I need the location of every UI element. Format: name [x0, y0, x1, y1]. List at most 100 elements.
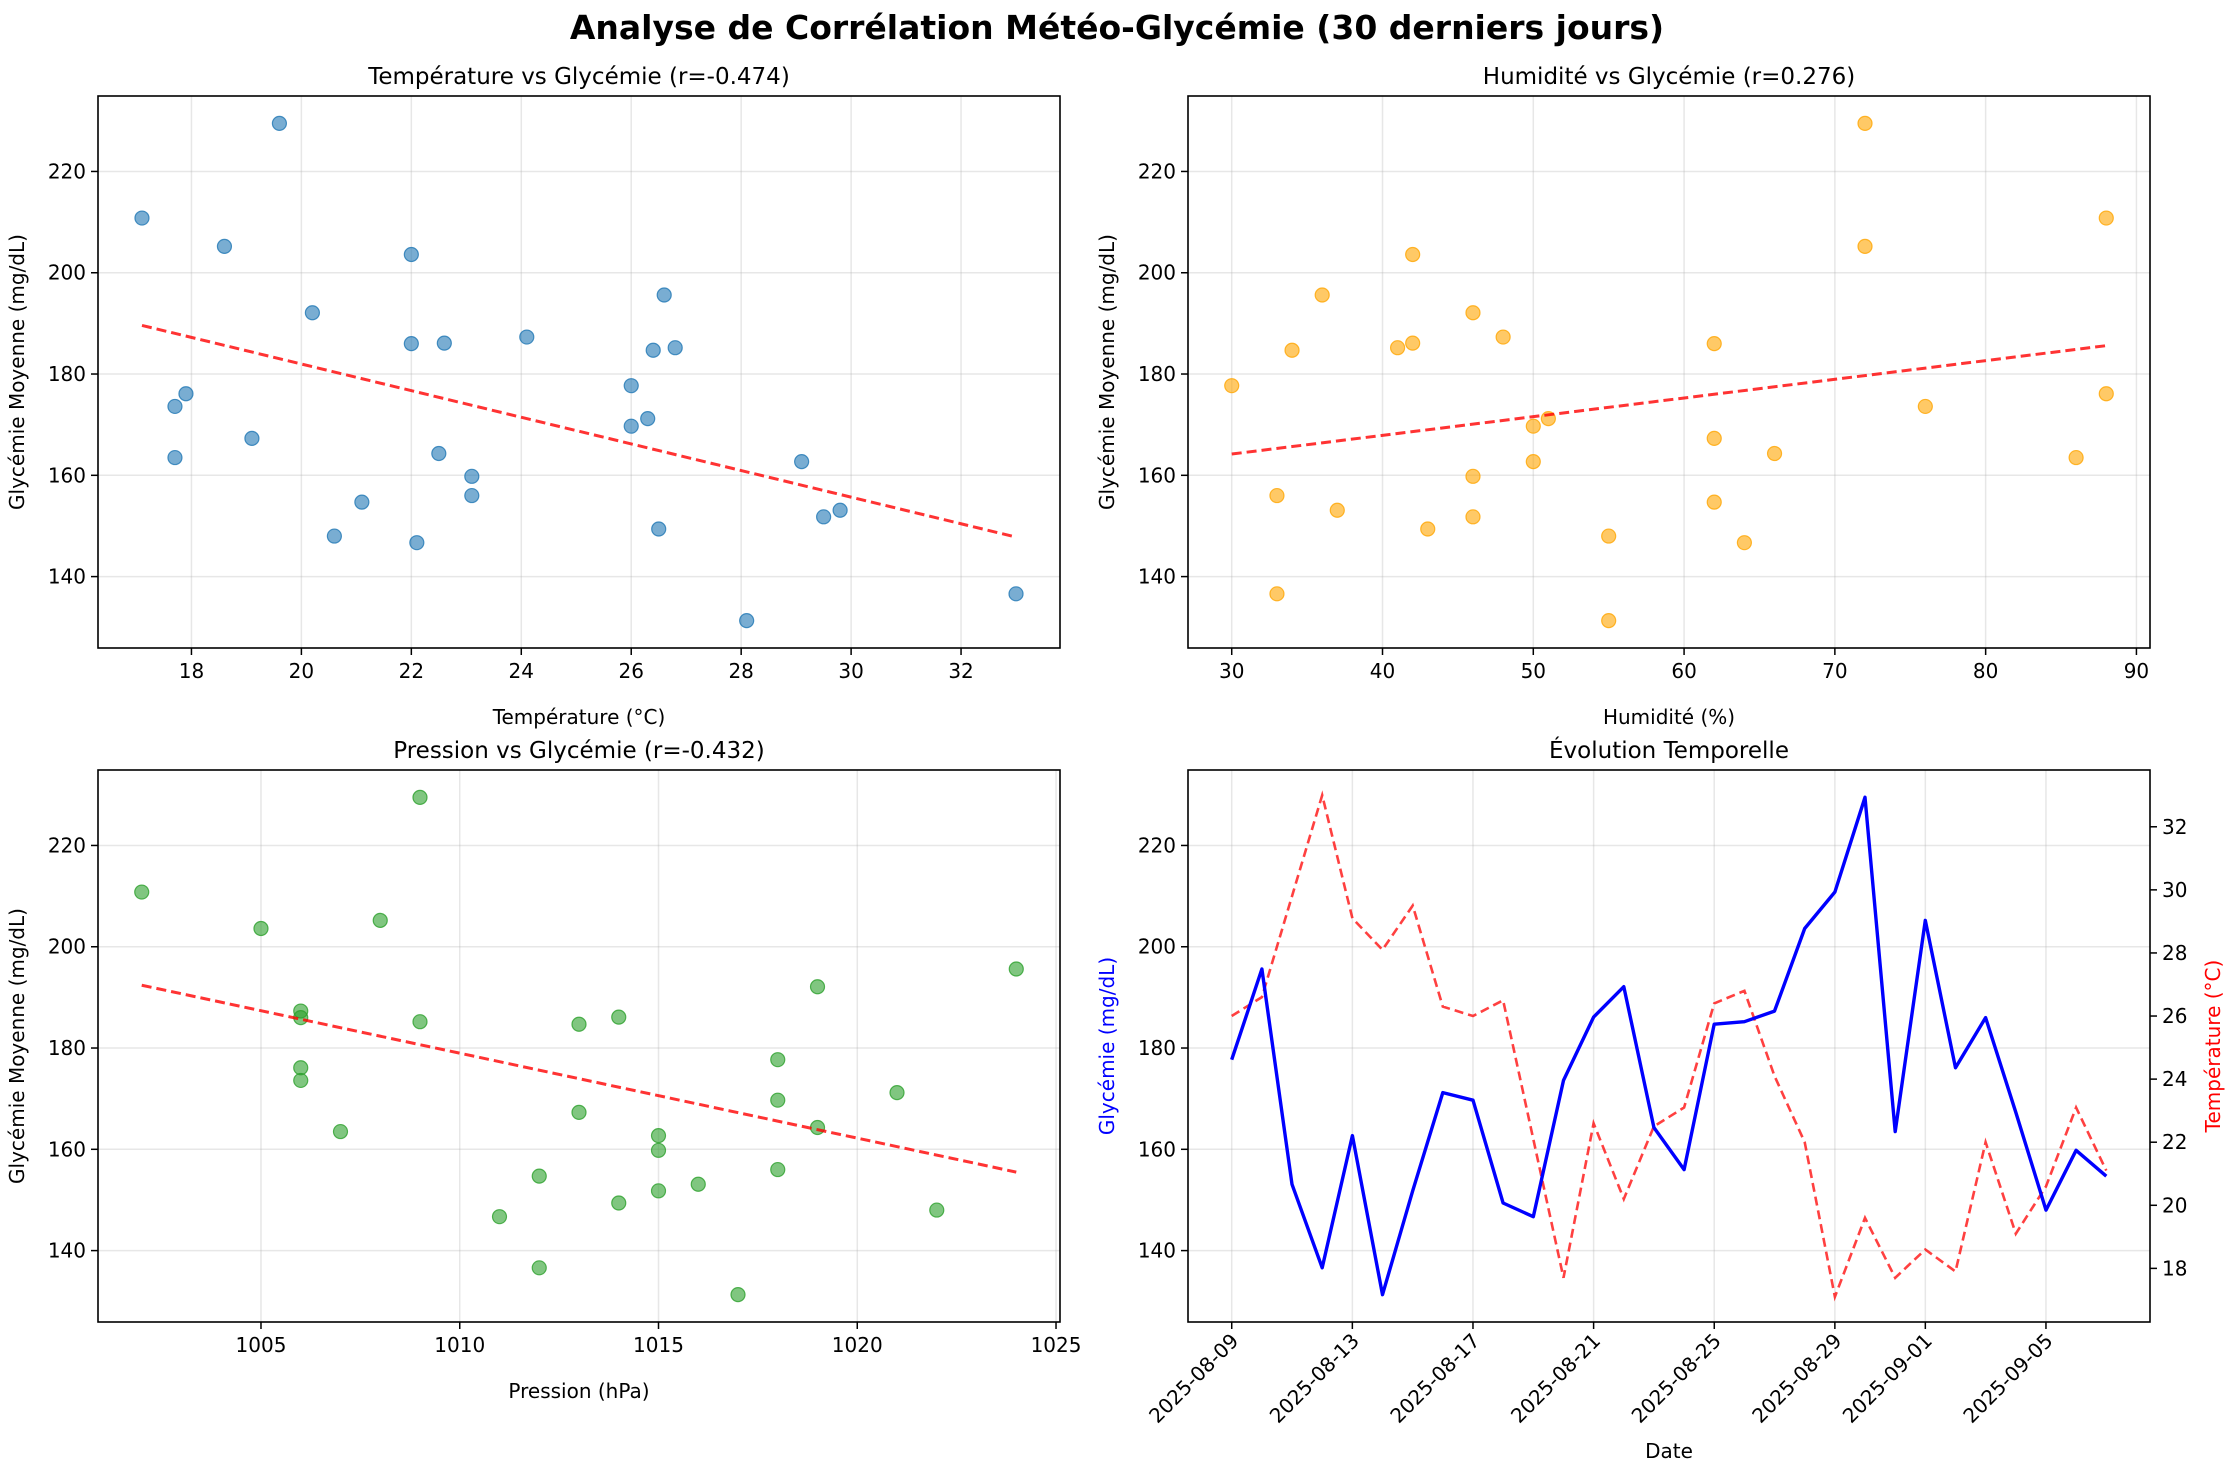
hum-data-point	[1525, 454, 1541, 470]
hum-data-point	[1405, 246, 1421, 263]
temp-data-point	[519, 329, 535, 345]
temp-axes-frame	[97, 95, 1061, 649]
pres-ytick-label: 180	[48, 1036, 86, 1060]
temp-data-point	[464, 487, 480, 504]
timeseries-ytick-left-label: 160	[1138, 1137, 1176, 1161]
timeseries-ytick-left-label: 180	[1138, 1036, 1176, 1060]
hum-title: Humidité vs Glycémie (r=0.276)	[1483, 64, 1855, 90]
timeseries-ytick-left-label: 200	[1138, 935, 1176, 959]
temp-data-point	[623, 418, 639, 434]
pres-data-point	[491, 1209, 508, 1225]
timeseries-xtick-label: 2025-08-13	[1265, 1329, 1364, 1428]
temp-data-point	[244, 430, 260, 446]
hum-trend-line	[1231, 344, 2107, 456]
timeseries-xtick-label: 2025-08-25	[1627, 1329, 1726, 1428]
temp-data-point	[1008, 586, 1024, 602]
pres-ytick-label: 160	[48, 1137, 86, 1161]
hum-data-point	[1917, 398, 1933, 415]
timeseries-ytick-right-label: 20	[2162, 1193, 2187, 1217]
hum-data-point	[1706, 494, 1722, 510]
hum-data-point	[2098, 210, 2114, 226]
pres-data-point	[1008, 961, 1024, 977]
pres-xtick-label: 1025	[1031, 1333, 1082, 1357]
hum-data-point	[1736, 535, 1752, 551]
hum-data-point	[1269, 586, 1285, 602]
pres-data-point	[770, 1161, 786, 1178]
temp-ytick-label: 180	[48, 362, 86, 386]
temp-data-point	[167, 449, 183, 466]
temp-xtick-label: 18	[179, 659, 204, 683]
temp-xtick-label: 28	[728, 659, 753, 683]
hum-xtick-label: 70	[1822, 659, 1847, 683]
hum-axes-frame	[1187, 95, 2151, 649]
pres-data-point	[611, 1195, 627, 1211]
pres-trend-line	[141, 983, 1017, 1174]
pres-xtick-label: 1005	[236, 1333, 287, 1357]
temp-xtick-label: 26	[618, 659, 643, 683]
hum-data-point	[1465, 468, 1481, 484]
temp-ytick-label: 200	[48, 261, 86, 285]
pres-ytick-label: 140	[48, 1239, 86, 1263]
hum-ytick-label: 220	[1138, 159, 1176, 183]
hum-data-point	[1495, 329, 1511, 345]
timeseries-title: Évolution Temporelle	[1549, 736, 1789, 764]
hum-ytick-label: 160	[1138, 463, 1176, 487]
timeseries-ytick-right-label: 30	[2162, 878, 2187, 902]
timeseries-xtick-label: 2025-09-01	[1838, 1329, 1937, 1428]
hum-data-point	[1389, 340, 1406, 356]
temp-data-point	[667, 340, 683, 356]
hum-data-point	[1465, 305, 1481, 321]
temp-xtick-label: 32	[948, 659, 973, 683]
hum-data-point	[1525, 418, 1541, 434]
temp-ytick-label: 220	[48, 159, 86, 183]
temp-data-point	[645, 342, 661, 358]
pres-data-point	[650, 1128, 667, 1144]
pres-data-point	[809, 1119, 826, 1136]
temp-data-point	[436, 335, 452, 351]
pres-data-point	[650, 1142, 667, 1158]
pres-xtick-label: 1015	[633, 1333, 684, 1357]
timeseries-ylabel-left: Glycémie (mg/dL)	[1095, 957, 1119, 1135]
timeseries-ytick-left-label: 220	[1138, 833, 1176, 857]
temp-data-point	[794, 454, 810, 470]
pres-xlabel: Pression (hPa)	[508, 1379, 649, 1403]
hum-data-point	[1405, 335, 1421, 351]
timeseries-xtick-label: 2025-08-17	[1385, 1329, 1484, 1428]
pres-data-point	[372, 912, 388, 929]
temp-data-point	[640, 410, 656, 427]
timeseries-xtick-label: 2025-08-21	[1506, 1329, 1605, 1428]
temp-data-point	[354, 494, 370, 510]
temp-data-point	[464, 468, 480, 484]
temp-scatter-panel: Température vs Glycémie (r=-0.474) Tempér…	[5, 64, 1061, 729]
temp-data-point	[216, 238, 233, 255]
pres-ylabel: Glycémie Moyenne (mg/dL)	[5, 908, 29, 1184]
hum-data-point	[1766, 445, 1783, 462]
hum-data-point	[1465, 509, 1481, 525]
temp-data-point	[167, 398, 183, 415]
pres-xtick-label: 1010	[434, 1333, 485, 1357]
temp-xtick-label: 22	[399, 659, 424, 683]
hum-data-point	[1601, 613, 1617, 629]
temp-data-point	[271, 115, 288, 131]
timeseries-xtick-label: 2025-08-29	[1747, 1329, 1846, 1428]
pres-data-point	[571, 1104, 587, 1120]
pres-data-point	[412, 789, 428, 805]
temp-data-point	[326, 528, 342, 544]
pres-xtick-label: 1020	[832, 1333, 883, 1357]
temp-ytick-label: 140	[48, 565, 86, 589]
temperature-series-line	[1231, 790, 2108, 1302]
timeseries-ylabel-right: Température (°C)	[2201, 960, 2225, 1134]
timeseries-ytick-right-label: 28	[2162, 941, 2187, 965]
hum-data-point	[1857, 238, 1873, 255]
temp-ylabel: Glycémie Moyenne (mg/dL)	[5, 234, 29, 510]
temp-data-point	[178, 386, 194, 402]
timeseries-xtick-label: 2025-08-09	[1144, 1329, 1243, 1428]
timeseries-axes-frame	[1187, 769, 2151, 1323]
temp-data-point	[656, 287, 672, 303]
pres-data-point	[531, 1260, 547, 1276]
hum-xtick-label: 40	[1370, 659, 1395, 683]
hum-data-point	[1224, 378, 1240, 394]
timeseries-ytick-right-label: 22	[2162, 1130, 2187, 1154]
timeseries-xlabel: Date	[1645, 1439, 1693, 1463]
